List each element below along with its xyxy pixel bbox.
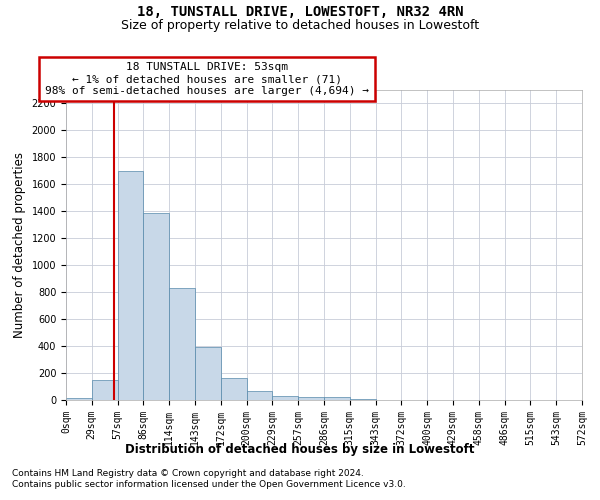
Bar xyxy=(298,396,324,400)
Bar xyxy=(221,378,247,400)
Bar xyxy=(169,288,195,400)
Bar xyxy=(92,380,118,400)
Bar xyxy=(350,398,376,400)
Bar xyxy=(143,212,169,400)
Y-axis label: Number of detached properties: Number of detached properties xyxy=(13,152,26,338)
Text: Size of property relative to detached houses in Lowestoft: Size of property relative to detached ho… xyxy=(121,18,479,32)
Bar xyxy=(247,391,272,400)
Text: 18, TUNSTALL DRIVE, LOWESTOFT, NR32 4RN: 18, TUNSTALL DRIVE, LOWESTOFT, NR32 4RN xyxy=(137,5,463,19)
Text: Distribution of detached houses by size in Lowestoft: Distribution of detached houses by size … xyxy=(125,442,475,456)
Bar xyxy=(272,396,298,400)
Text: Contains HM Land Registry data © Crown copyright and database right 2024.: Contains HM Land Registry data © Crown c… xyxy=(12,468,364,477)
Bar xyxy=(118,171,143,400)
Text: 18 TUNSTALL DRIVE: 53sqm
← 1% of detached houses are smaller (71)
98% of semi-de: 18 TUNSTALL DRIVE: 53sqm ← 1% of detache… xyxy=(45,62,369,96)
Bar xyxy=(195,348,221,400)
Bar xyxy=(324,396,350,400)
Bar xyxy=(66,398,92,400)
Text: Contains public sector information licensed under the Open Government Licence v3: Contains public sector information licen… xyxy=(12,480,406,489)
